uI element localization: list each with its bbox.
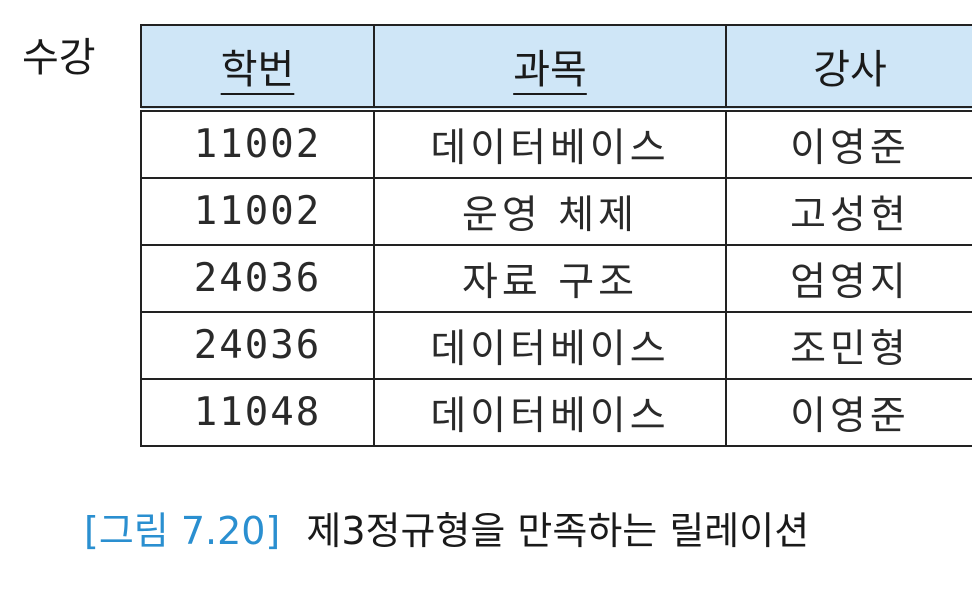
column-header-label: 학번 (220, 47, 295, 93)
column-header-student-id: 학번 (140, 24, 374, 112)
cell-student-id: 11002 (140, 109, 374, 179)
cell-student-id: 24036 (140, 245, 374, 313)
cell-instructor: 이영준 (725, 379, 972, 447)
cell-student-id: 24036 (140, 312, 374, 380)
table-row: 11002 운영 체제 고성현 (140, 178, 972, 246)
cell-course: 자료 구조 (373, 245, 726, 313)
cell-course: 데이터베이스 (373, 379, 726, 447)
cell-course: 데이터베이스 (373, 312, 726, 380)
relation-table: 학번 과목 강사 11002 데이터베이스 이영준 11002 운영 체제 고성… (140, 24, 972, 447)
cell-student-id: 11048 (140, 379, 374, 447)
relation-table-container: 학번 과목 강사 11002 데이터베이스 이영준 11002 운영 체제 고성… (140, 24, 972, 447)
cell-instructor: 엄영지 (725, 245, 972, 313)
cell-student-id: 11002 (140, 178, 374, 246)
figure-caption: [그림 7.20] 제3정규형을 만족하는 릴레이션 (84, 505, 809, 557)
column-header-course: 과목 (373, 24, 726, 112)
column-header-label: 과목 (513, 47, 587, 93)
figure-description: 제3정규형을 만족하는 릴레이션 (306, 509, 810, 553)
table-row: 24036 데이터베이스 조민형 (140, 312, 972, 380)
column-header-instructor: 강사 (725, 24, 972, 112)
figure-label: [그림 7.20] (84, 509, 281, 553)
cell-instructor: 이영준 (725, 109, 972, 179)
header-row: 학번 과목 강사 (140, 24, 972, 112)
table-row: 11048 데이터베이스 이영준 (140, 379, 972, 447)
cell-instructor: 조민형 (725, 312, 972, 380)
cell-course: 운영 체제 (373, 178, 726, 246)
cell-instructor: 고성현 (725, 178, 972, 246)
relation-name: 수강 (22, 35, 96, 81)
table-row: 11002 데이터베이스 이영준 (140, 109, 972, 179)
table-row: 24036 자료 구조 엄영지 (140, 245, 972, 313)
cell-course: 데이터베이스 (373, 109, 726, 179)
column-header-label: 강사 (813, 47, 887, 93)
